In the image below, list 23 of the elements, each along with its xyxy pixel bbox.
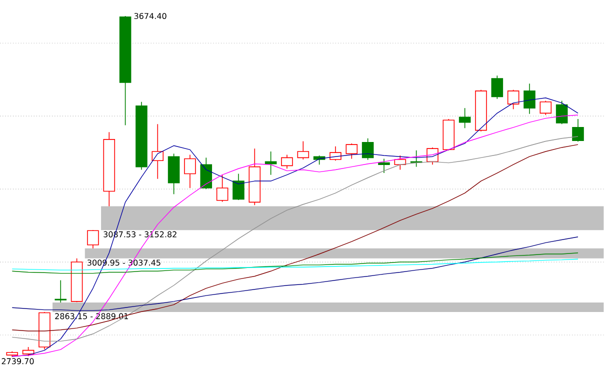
candlestick — [378, 158, 390, 174]
candlestick — [458, 108, 471, 129]
candlestick — [330, 146, 342, 162]
candlestick — [264, 151, 277, 176]
text: 2739.70 — [2, 358, 34, 364]
candlestick — [556, 100, 568, 125]
annotation: 3674.40 — [134, 12, 166, 20]
candlestick — [54, 280, 67, 303]
candlestick — [540, 100, 552, 116]
candlestick — [184, 154, 196, 188]
candlestick — [232, 173, 244, 200]
candlestick — [87, 230, 99, 249]
candlestick — [524, 83, 536, 114]
candlestick — [507, 89, 520, 110]
candlestick — [200, 157, 212, 190]
candlestick — [362, 138, 374, 160]
candlestick — [346, 143, 358, 160]
candlestick — [152, 124, 164, 180]
candlestick — [216, 174, 228, 202]
candlestick — [297, 140, 310, 160]
candlestick — [491, 75, 504, 100]
candlestick — [281, 154, 293, 170]
candlestick — [572, 118, 584, 142]
